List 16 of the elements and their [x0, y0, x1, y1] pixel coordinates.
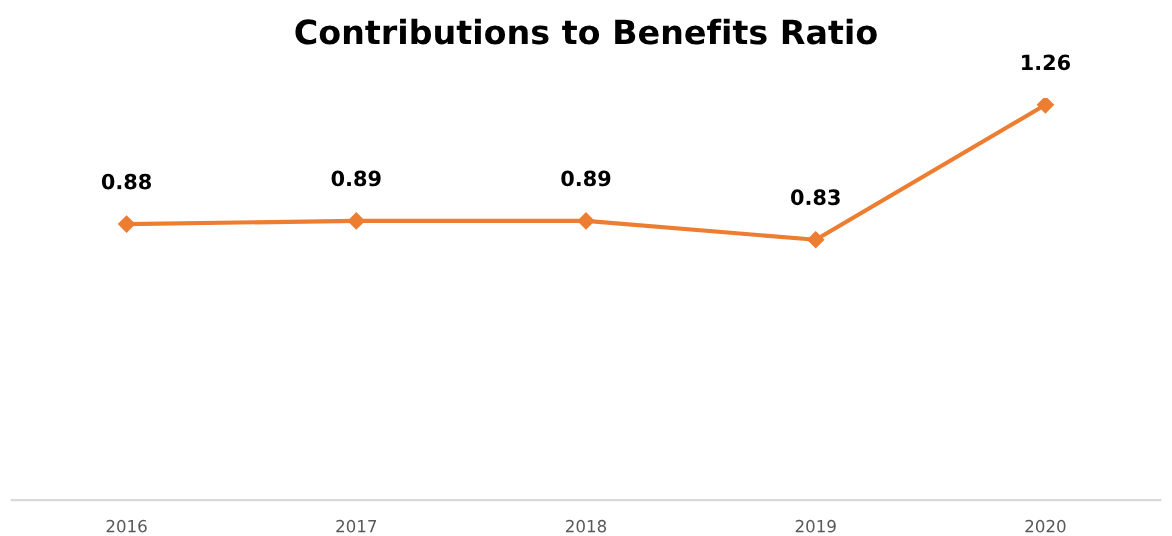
x-tick-label: 2016	[106, 519, 147, 533]
data-label: 1.26	[1022, 54, 1071, 71]
data-label: 0.83	[791, 189, 840, 206]
x-tick-label: 2019	[795, 519, 836, 533]
data-label: 0.88	[101, 173, 151, 190]
data-label: 0.89	[331, 170, 381, 187]
point	[347, 212, 365, 230]
point	[807, 231, 825, 249]
point	[577, 212, 595, 230]
x-tick-label: 2017	[336, 519, 377, 533]
chart-title: Contributions to Benefits Ratio	[295, 18, 877, 45]
point	[118, 215, 136, 233]
data-label: 0.89	[561, 170, 611, 187]
x-tick-label: 2020	[1025, 519, 1066, 533]
point	[1036, 98, 1054, 114]
x-tick-label: 2018	[566, 519, 607, 533]
